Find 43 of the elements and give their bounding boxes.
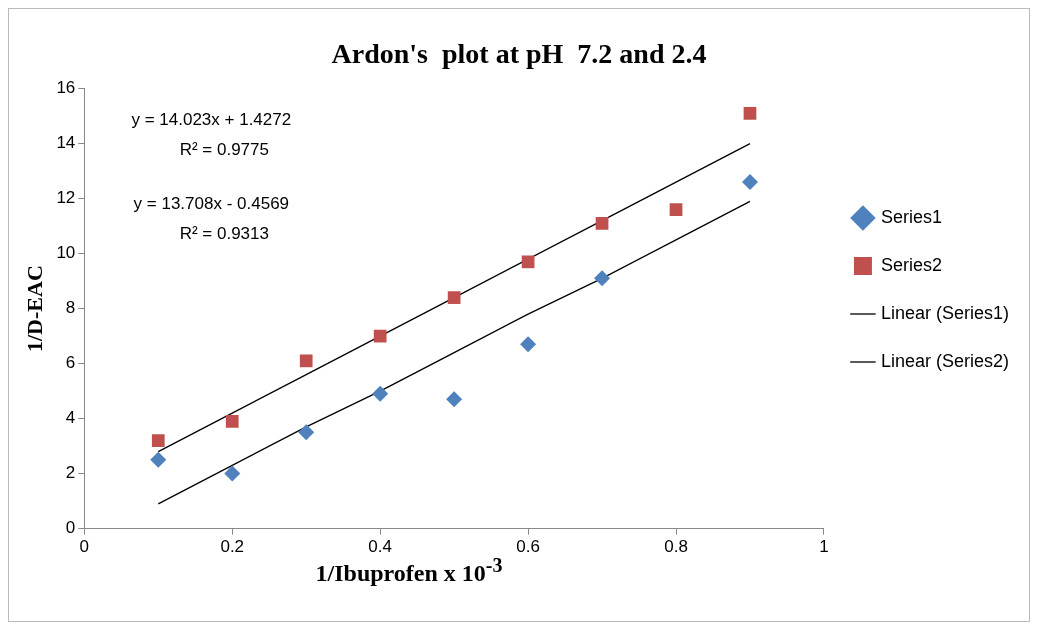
x-tick-label: 0.2 bbox=[220, 537, 245, 557]
annotation: R² = 0.9775 bbox=[179, 140, 269, 160]
point bbox=[150, 451, 167, 468]
y-tick-label: 12 bbox=[56, 188, 76, 208]
annotation: R² = 0.9313 bbox=[179, 224, 269, 244]
point bbox=[298, 424, 315, 441]
y-axis-title: 1/D-EAC bbox=[21, 265, 47, 352]
y-tick-label: 14 bbox=[56, 133, 76, 153]
point bbox=[373, 329, 387, 343]
point bbox=[741, 174, 758, 191]
point bbox=[595, 216, 609, 230]
y-tick-label: 2 bbox=[65, 463, 76, 483]
annotation: y = 14.023x + 1.4272 bbox=[131, 110, 292, 130]
point bbox=[151, 434, 165, 447]
point bbox=[669, 203, 683, 216]
point bbox=[743, 106, 757, 120]
legend-label: Linear (Series1) bbox=[880, 302, 1010, 323]
x-axis-title: 1/Ibuprofen x 10$^{-3}$ bbox=[315, 554, 503, 586]
point bbox=[299, 354, 313, 368]
point bbox=[446, 391, 463, 408]
point bbox=[224, 465, 241, 482]
point bbox=[520, 336, 537, 353]
y-tick-label: 10 bbox=[56, 243, 76, 263]
chart-title: Ardon's plot at pH 7.2 and 2.4 bbox=[331, 38, 707, 70]
point bbox=[521, 255, 535, 269]
legend-label: Linear (Series2) bbox=[880, 350, 1010, 371]
point bbox=[594, 270, 611, 287]
y-tick-label: 4 bbox=[65, 408, 76, 428]
point bbox=[372, 385, 389, 402]
x-tick-label: 0 bbox=[79, 537, 90, 557]
x-tick-label: 0.8 bbox=[664, 537, 688, 557]
point bbox=[225, 414, 239, 428]
y-tick-label: 8 bbox=[65, 298, 76, 318]
point bbox=[447, 291, 461, 304]
legend-label: Series1 bbox=[880, 206, 942, 227]
x-tick-label: 0.6 bbox=[516, 537, 540, 557]
y-tick-label: 6 bbox=[65, 353, 76, 373]
y-tick-label: 16 bbox=[56, 78, 76, 98]
x-tick-label: 1 bbox=[819, 537, 829, 557]
x-tick-label: 0.4 bbox=[368, 537, 392, 557]
annotation: y = 13.708x - 0.4569 bbox=[133, 194, 290, 214]
y-tick-label: 0 bbox=[65, 518, 76, 538]
legend-label: Series2 bbox=[880, 254, 942, 275]
